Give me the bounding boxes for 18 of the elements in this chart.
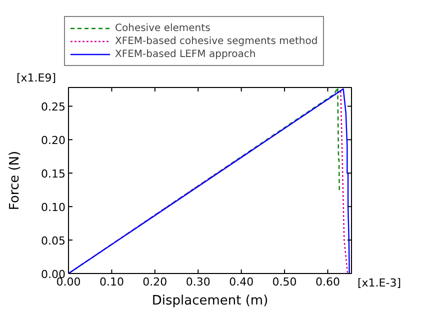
legend-label: XFEM-based LEFM approach [115,48,256,60]
x-tick-label: 0.50 [272,276,297,288]
x-tick-label: 0.40 [229,276,254,288]
x-tick-label: 0.30 [186,276,210,288]
legend-label: Cohesive elements [115,22,210,34]
x-tick-label: 0.10 [99,276,124,288]
x-axis-title: Displacement (m) [152,294,268,308]
text: [x1.E-3] [358,276,402,290]
x-tick-label: 0.60 [315,276,340,288]
text: [x1.E9] [16,72,56,84]
y-tick-label: 0.20 [41,134,66,148]
legend-label: XFEM-based cohesive segments method [115,35,318,47]
y-tick-label: 0.05 [41,234,66,248]
x-tick-label: 0.20 [142,276,168,288]
y-axis-title: Force (N) [8,150,22,210]
y-tick-label: 0.15 [41,168,66,181]
y-tick-label: 0.25 [41,100,66,114]
y-tick-label: 0.10 [41,201,66,214]
